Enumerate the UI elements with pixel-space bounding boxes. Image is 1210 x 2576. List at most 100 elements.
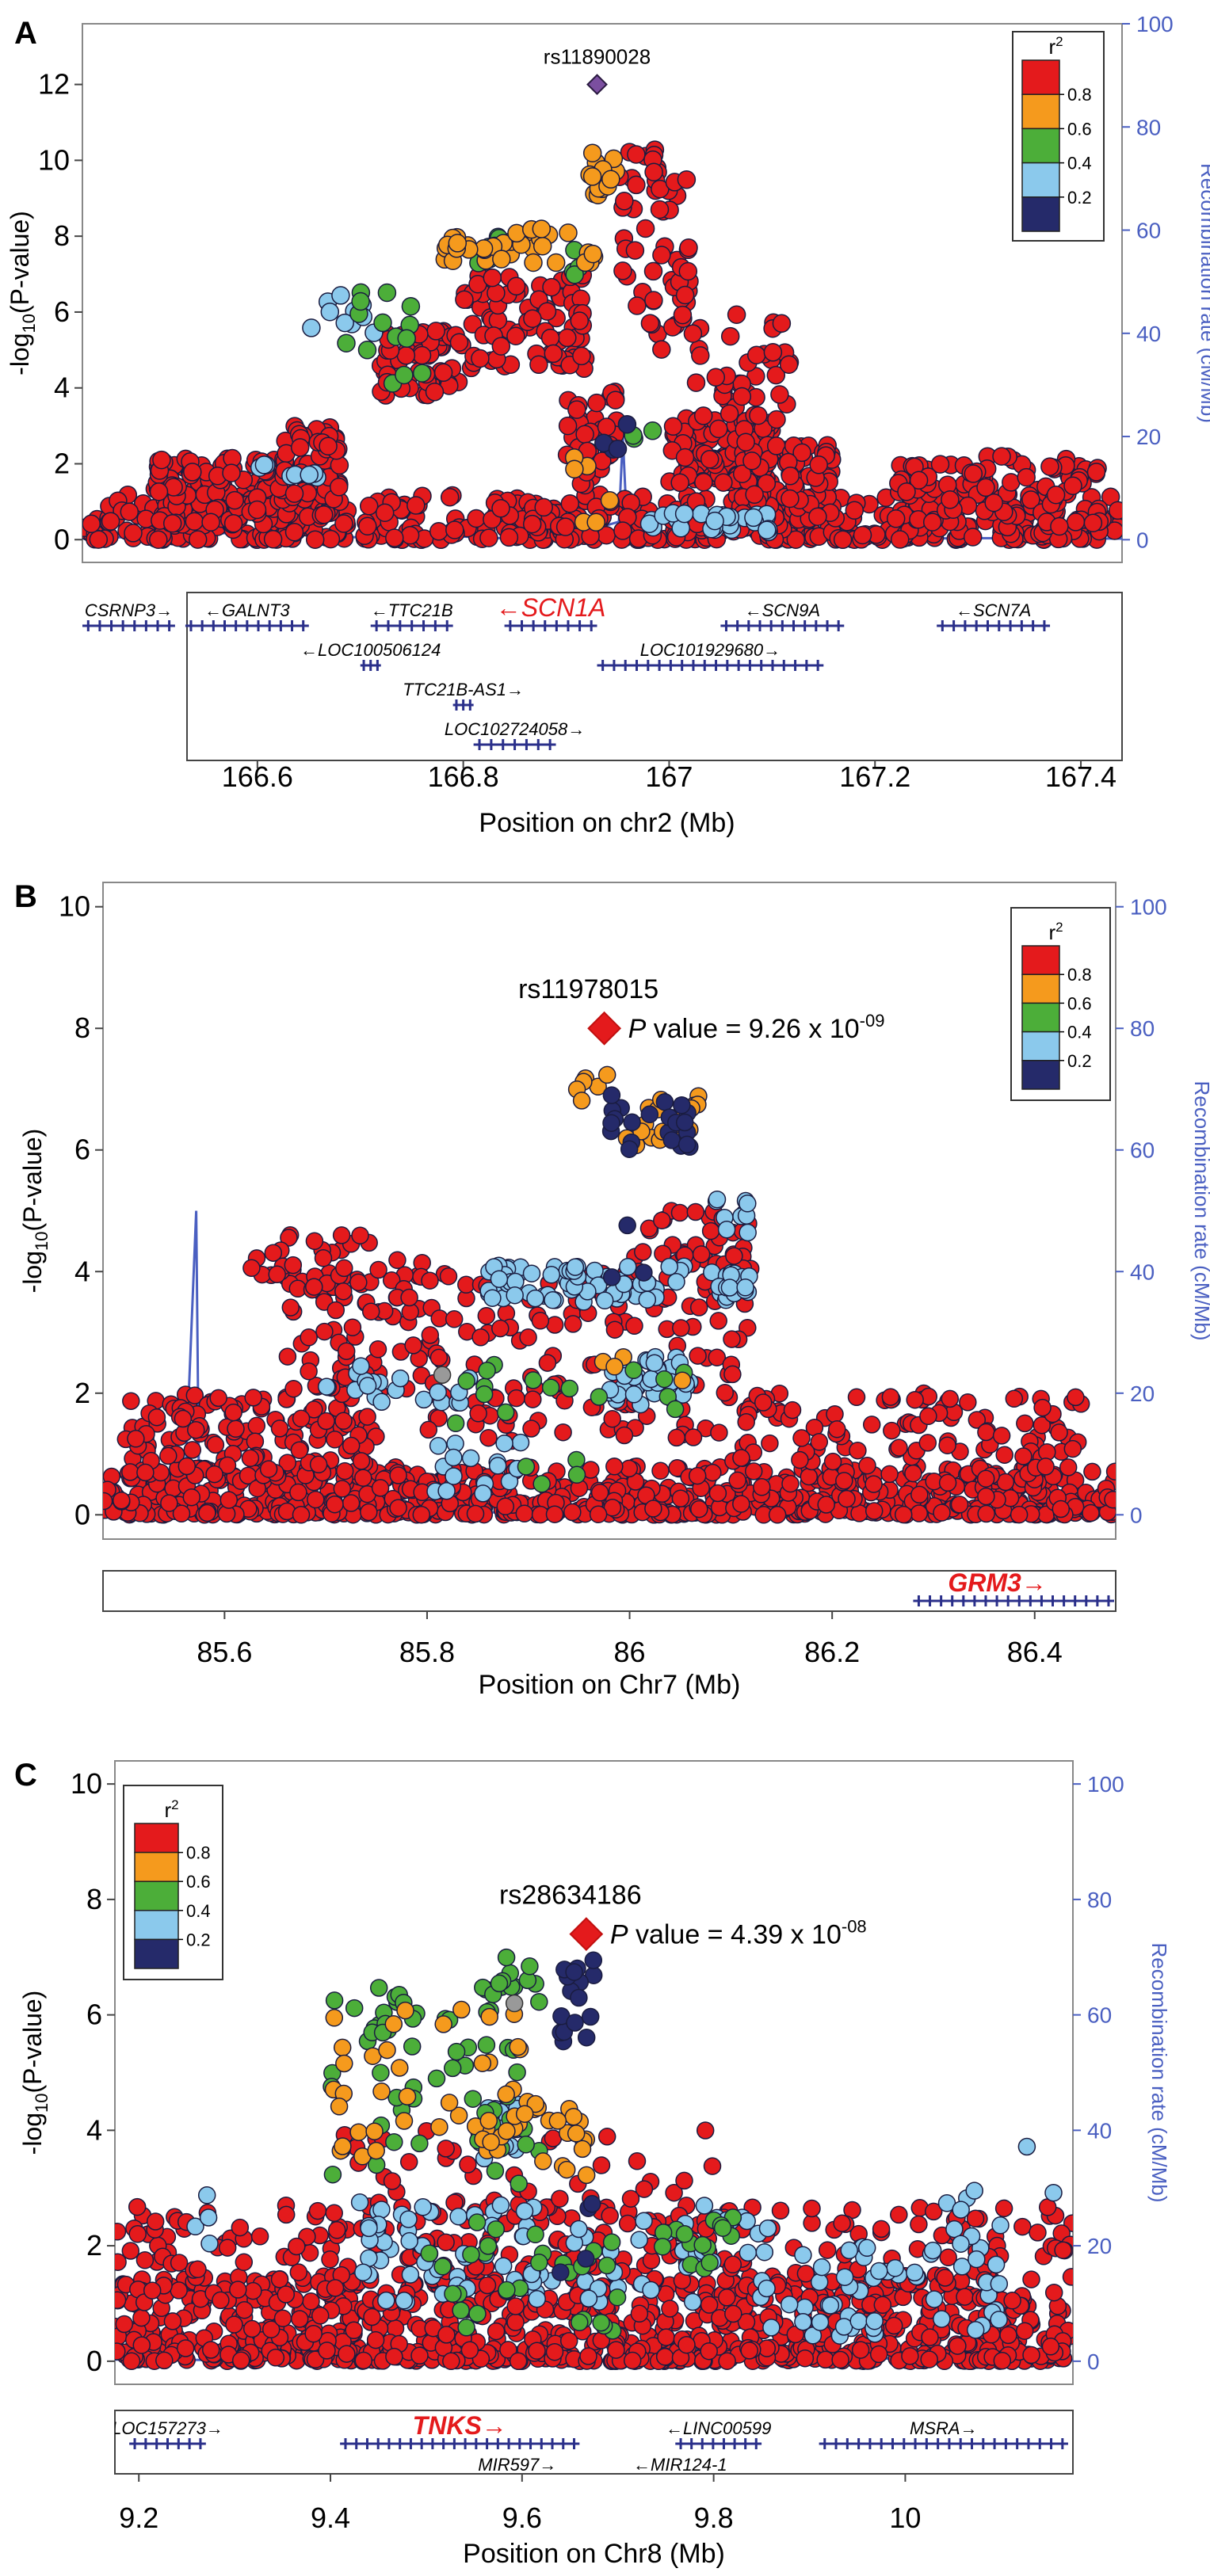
x-tick-label: 9.6 <box>502 2502 542 2534</box>
y-tick-label: 6 <box>74 1134 90 1166</box>
snp-point <box>334 1412 353 1431</box>
snp-point <box>811 2313 830 2331</box>
snp-point <box>754 1393 773 1412</box>
snp-point <box>437 2233 455 2251</box>
gene-exon <box>486 2438 489 2449</box>
snp-point <box>398 2087 417 2105</box>
snp-point <box>703 2157 722 2175</box>
snp-point <box>650 200 670 219</box>
y-tick-label: 4 <box>54 372 70 404</box>
snp-point <box>963 528 983 547</box>
snp-point <box>938 1436 956 1454</box>
snp-point <box>544 344 563 364</box>
snp-point <box>229 2281 247 2299</box>
snp-point <box>199 2208 218 2227</box>
snp-point <box>636 219 655 238</box>
snp-point <box>445 1310 464 1328</box>
snp-point <box>300 465 319 485</box>
snp-point <box>331 286 350 305</box>
gene-exon <box>513 739 517 750</box>
snp-point <box>737 1412 755 1431</box>
snp-point <box>467 509 486 528</box>
snp-point <box>200 2235 219 2253</box>
y2-tick-label: 40 <box>1136 322 1161 346</box>
snp-point <box>1014 1447 1033 1465</box>
snp-point <box>335 1461 354 1480</box>
snp-point <box>736 1278 754 1297</box>
snp-point <box>445 1467 463 1485</box>
gene-exon <box>188 2438 191 2449</box>
snp-point <box>615 1426 634 1445</box>
snp-point <box>242 2319 261 2338</box>
snp-point <box>277 2285 296 2304</box>
snp-point <box>670 1203 689 1222</box>
snp-point <box>1105 1462 1116 1480</box>
snp-point <box>968 2250 986 2269</box>
snp-point <box>188 530 208 549</box>
y2-tick-label: 80 <box>1136 115 1161 139</box>
snp-point <box>679 238 698 257</box>
gene-exon <box>837 620 840 631</box>
snp-point <box>603 1409 621 1428</box>
snp-point <box>984 493 1003 513</box>
gene-exon <box>478 739 481 750</box>
gene-exon <box>433 620 437 631</box>
snp-point <box>429 1383 447 1401</box>
snp-point <box>437 2326 456 2344</box>
x-tick-label: 167 <box>645 760 693 793</box>
snp-point <box>597 2128 616 2146</box>
snp-point <box>289 2263 308 2281</box>
snp-point <box>479 2111 498 2130</box>
snp-point <box>361 1302 380 1320</box>
legend-swatch <box>1021 1002 1060 1033</box>
snp-point <box>185 1386 204 1404</box>
snp-point <box>333 1480 352 1498</box>
snp-point <box>377 2291 395 2310</box>
gene-exon <box>376 660 379 671</box>
snp-point <box>247 1416 266 1435</box>
snp-point <box>757 474 777 493</box>
snp-point <box>128 2197 147 2216</box>
snp-point <box>388 1251 407 1270</box>
snp-point <box>835 1472 853 1490</box>
gene-exon <box>590 620 593 631</box>
snp-point <box>528 2342 546 2360</box>
gene-exon <box>1040 1595 1043 1606</box>
snp-point <box>623 2351 642 2370</box>
snp-point <box>1067 1388 1085 1407</box>
snp-point <box>440 487 460 507</box>
snp-point <box>334 514 353 533</box>
snp-point <box>487 2220 506 2239</box>
snp-point <box>443 2059 462 2078</box>
gene-exon <box>177 2438 180 2449</box>
snp-point <box>583 244 603 264</box>
snp-point <box>739 1195 757 1213</box>
snp-point <box>434 2015 452 2033</box>
snp-point <box>372 2063 390 2082</box>
panel-a: Ars11890028024681012-log10(P-value)02040… <box>6 12 1210 838</box>
snp-point <box>890 530 910 549</box>
snp-point <box>357 341 377 360</box>
snp-point <box>103 1492 113 1511</box>
snp-point <box>241 1449 260 1468</box>
gene-exon <box>737 660 740 671</box>
snp-point <box>300 1362 318 1381</box>
snp-point <box>675 285 695 305</box>
legend-tick-label: 0.6 <box>1067 119 1092 139</box>
snp-point <box>261 2320 281 2338</box>
snp-point <box>478 2276 497 2295</box>
gene-exon <box>369 660 372 671</box>
snp-point <box>242 1259 261 1278</box>
snp-point <box>1040 457 1059 476</box>
y-tick-label: 10 <box>38 143 70 176</box>
snp-point <box>223 513 243 533</box>
legend-tick-label: 0.6 <box>1067 993 1092 1013</box>
snp-point <box>410 2346 429 2365</box>
snp-point <box>343 1318 362 1336</box>
snp-point <box>449 2106 468 2124</box>
snp-point <box>924 2202 943 2221</box>
snp-point <box>651 1461 670 1480</box>
snp-point <box>89 530 109 549</box>
snp-point <box>602 1086 621 1104</box>
snp-point <box>209 1389 227 1408</box>
